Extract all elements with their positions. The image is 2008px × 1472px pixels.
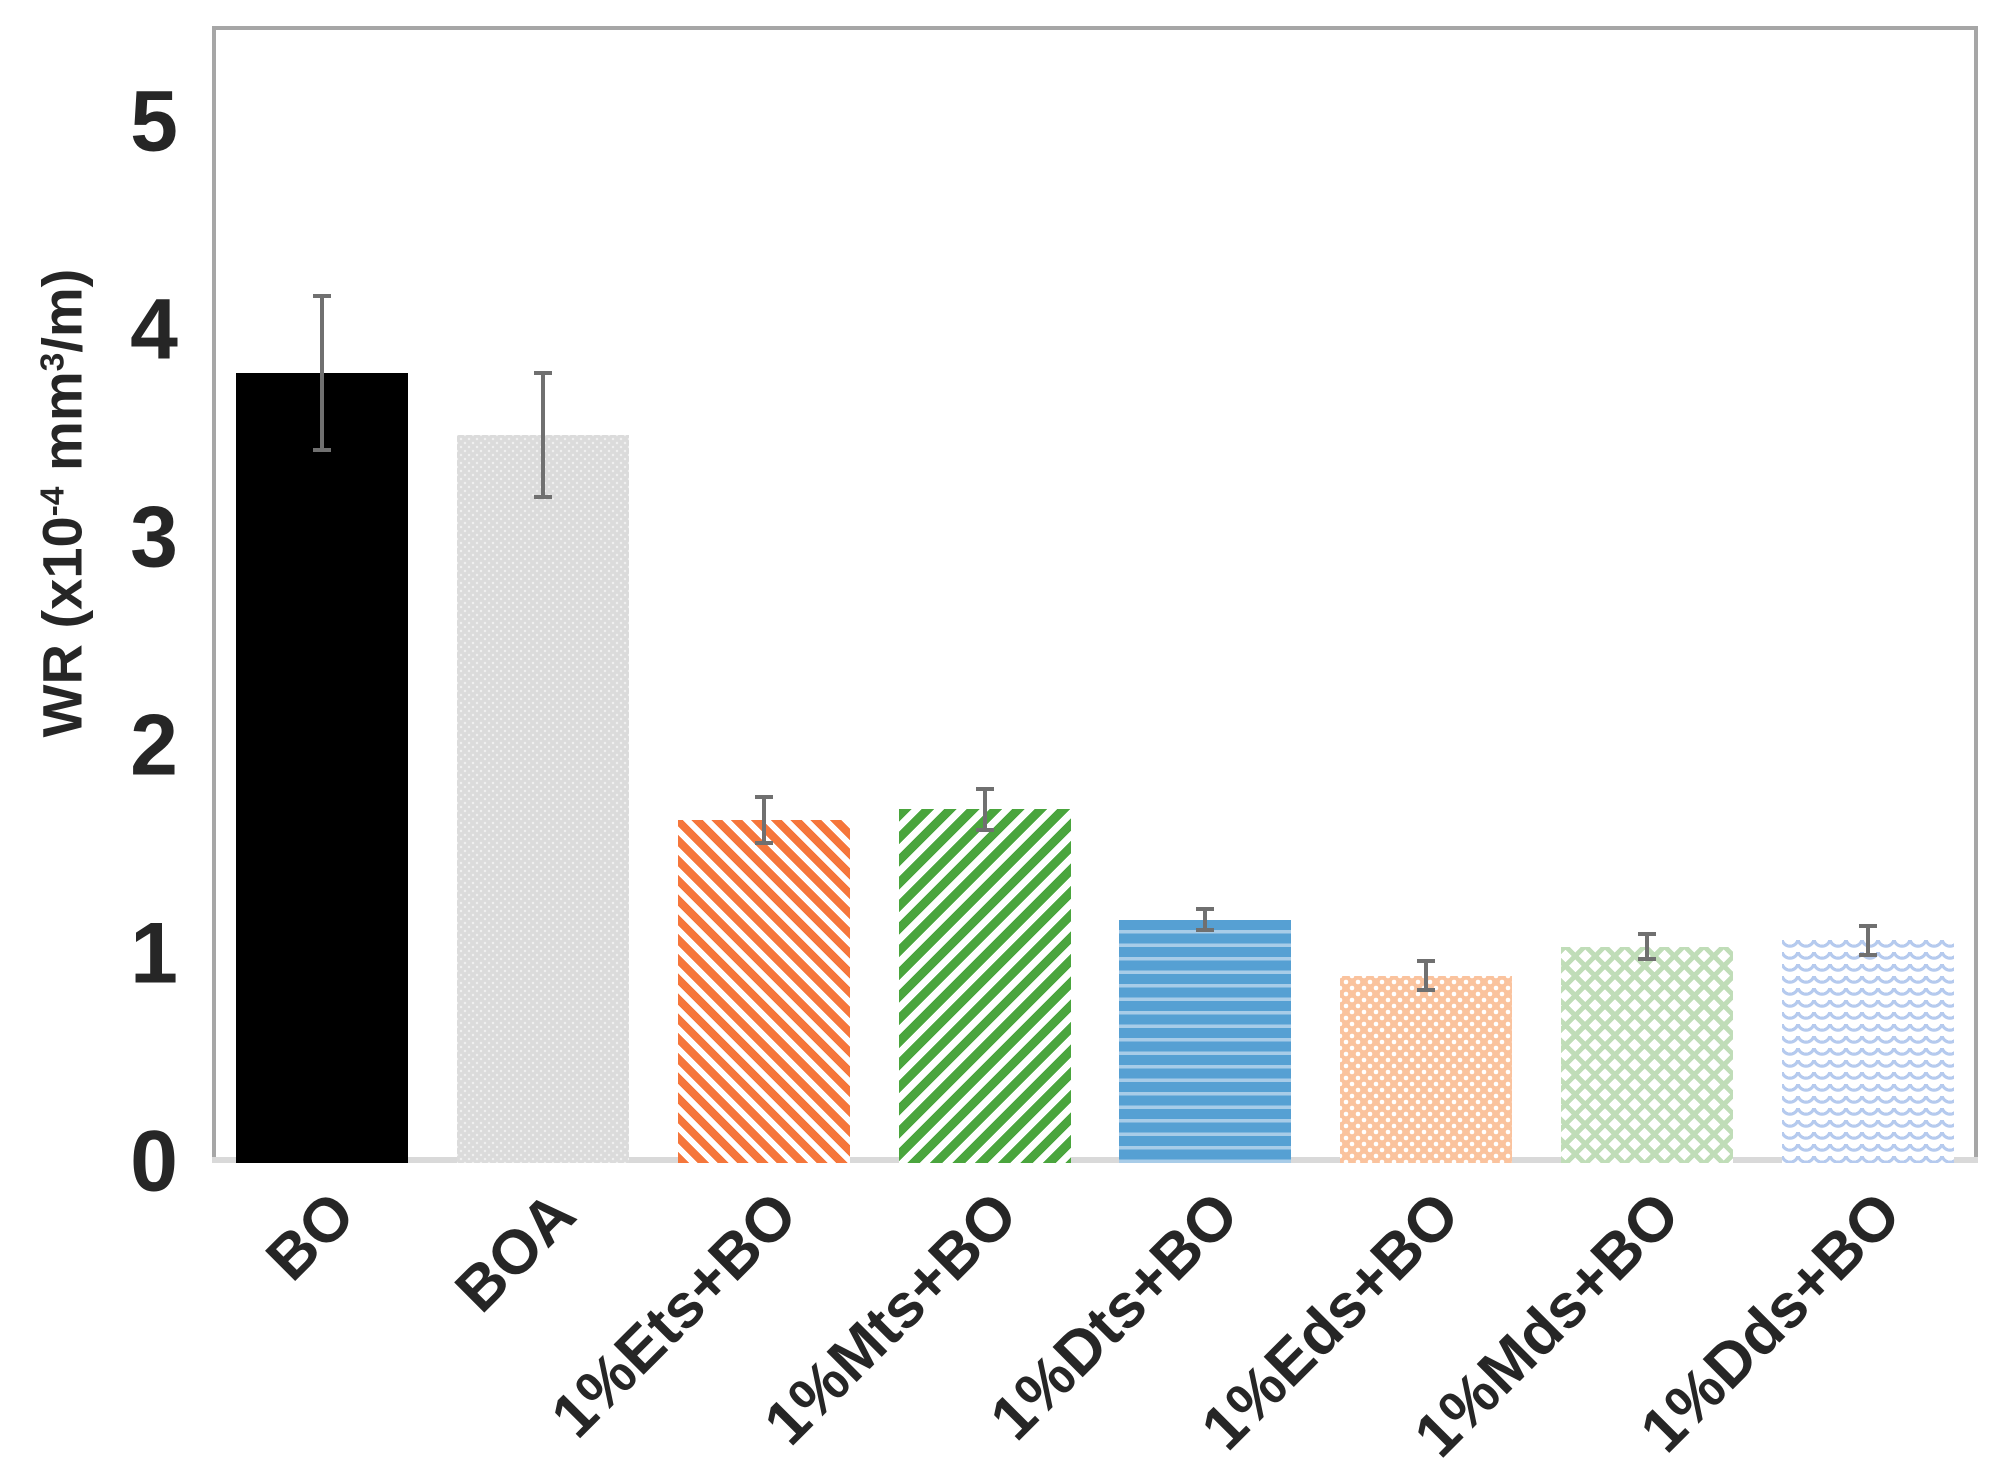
bar-1%Dts+BO: [1119, 919, 1292, 1163]
x-axis-baseline: [212, 1157, 1978, 1163]
error-bar-cap: [1637, 957, 1656, 962]
bar-1%Mts+BO: [898, 809, 1071, 1163]
y-tick-label-0: 0: [130, 1113, 178, 1210]
error-bar-cap: [1196, 928, 1215, 933]
error-bar-line: [320, 293, 325, 452]
error-bar-cap: [1417, 988, 1436, 993]
error-bar-1%Dts+BO: [1196, 907, 1215, 933]
error-bar-line: [541, 370, 546, 500]
bar-1%Ets+BO: [677, 819, 850, 1163]
error-bar-line: [1424, 959, 1429, 993]
error-bar-cap: [975, 828, 994, 833]
error-bar-cap: [1858, 953, 1877, 958]
error-bar-line: [1644, 932, 1649, 962]
y-tick-label-1: 1: [130, 905, 178, 1002]
error-bar-BOA: [534, 370, 553, 500]
error-bar-1%Ets+BO: [754, 794, 773, 845]
error-bar-line: [1203, 907, 1208, 933]
error-bar-line: [1865, 923, 1870, 958]
bar-BO: [236, 372, 409, 1163]
bar-1%Dds+BO: [1781, 940, 1954, 1163]
bar-1%Mds+BO: [1560, 946, 1733, 1163]
y-tick-label-5: 5: [130, 73, 178, 170]
error-bar-1%Mts+BO: [975, 786, 994, 833]
error-bar-1%Mds+BO: [1637, 932, 1656, 962]
error-bar-cap: [754, 840, 773, 845]
y-tick-label-4: 4: [130, 281, 178, 378]
error-bar-cap: [534, 495, 553, 500]
error-bar-1%Eds+BO: [1417, 959, 1436, 993]
error-bar-BO: [313, 293, 332, 452]
x-tick-label-BOA: BOA: [442, 1179, 590, 1326]
bar-BOA: [457, 435, 630, 1163]
error-bar-cap: [313, 447, 332, 452]
error-bar-line: [982, 786, 987, 833]
x-tick-label-BO: BO: [253, 1179, 369, 1294]
error-bar-line: [761, 794, 766, 845]
error-bar-1%Dds+BO: [1858, 923, 1877, 958]
y-tick-label-2: 2: [130, 697, 178, 794]
y-tick-label-3: 3: [130, 489, 178, 586]
bar-1%Eds+BO: [1340, 975, 1513, 1163]
